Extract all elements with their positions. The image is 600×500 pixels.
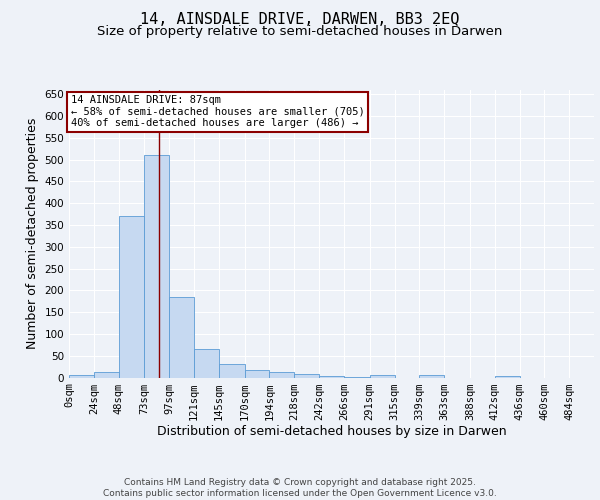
X-axis label: Distribution of semi-detached houses by size in Darwen: Distribution of semi-detached houses by … — [157, 426, 506, 438]
Bar — [219, 364, 245, 378]
Bar — [495, 376, 520, 378]
Bar — [119, 216, 145, 378]
Bar — [319, 376, 344, 378]
Text: 14, AINSDALE DRIVE, DARWEN, BB3 2EQ: 14, AINSDALE DRIVE, DARWEN, BB3 2EQ — [140, 12, 460, 28]
Bar — [169, 297, 194, 378]
Bar — [94, 372, 119, 378]
Bar — [370, 376, 395, 378]
Bar — [194, 349, 219, 378]
Bar — [245, 370, 269, 378]
Text: Contains HM Land Registry data © Crown copyright and database right 2025.
Contai: Contains HM Land Registry data © Crown c… — [103, 478, 497, 498]
Bar — [419, 376, 444, 378]
Bar — [145, 156, 169, 378]
Bar — [269, 372, 294, 378]
Bar — [69, 376, 94, 378]
Y-axis label: Number of semi-detached properties: Number of semi-detached properties — [26, 118, 39, 350]
Bar — [294, 374, 319, 378]
Text: 14 AINSDALE DRIVE: 87sqm
← 58% of semi-detached houses are smaller (705)
40% of : 14 AINSDALE DRIVE: 87sqm ← 58% of semi-d… — [71, 95, 364, 128]
Text: Size of property relative to semi-detached houses in Darwen: Size of property relative to semi-detach… — [97, 25, 503, 38]
Bar — [344, 376, 370, 378]
